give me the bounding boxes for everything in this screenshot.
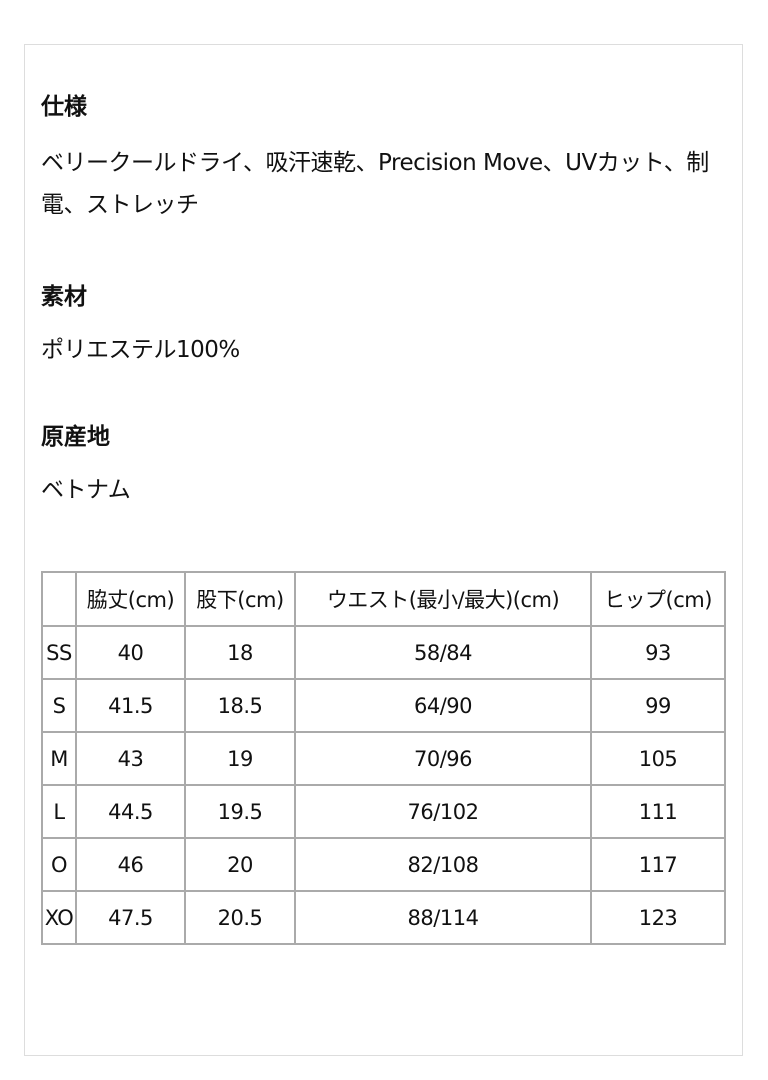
spec-heading: 仕様 [41, 94, 87, 120]
header-cell: 脇丈(cm) [75, 571, 186, 627]
table-cell: 46 [75, 837, 186, 892]
table-cell: 105 [590, 731, 726, 786]
table-cell: 44.5 [75, 784, 186, 839]
material-text: ポリエステル100% [41, 337, 240, 363]
header-cell [41, 571, 77, 627]
size-label-cell: O [41, 837, 77, 892]
size-table: 脇丈(cm) 股下(cm) ウエスト(最小/最大)(cm) ヒップ(cm) SS… [41, 571, 726, 945]
table-cell: 93 [590, 625, 726, 680]
table-cell: 19.5 [184, 784, 296, 839]
table-row: M 43 19 70/96 105 [41, 731, 726, 786]
size-label-cell: SS [41, 625, 77, 680]
table-cell: 99 [590, 678, 726, 733]
table-row: S 41.5 18.5 64/90 99 [41, 678, 726, 733]
origin-heading: 原産地 [41, 424, 110, 450]
table-cell: 18 [184, 625, 296, 680]
table-row: XO 47.5 20.5 88/114 123 [41, 890, 726, 945]
table-cell: 20 [184, 837, 296, 892]
size-label-cell: M [41, 731, 77, 786]
table-cell: 19 [184, 731, 296, 786]
table-cell: 123 [590, 890, 726, 945]
table-row: L 44.5 19.5 76/102 111 [41, 784, 726, 839]
header-cell: ウエスト(最小/最大)(cm) [294, 571, 592, 627]
size-label-cell: S [41, 678, 77, 733]
table-cell: 43 [75, 731, 186, 786]
table-cell: 40 [75, 625, 186, 680]
spec-text: ベリークールドライ、吸汗速乾、Precision Move、UVカット、制電、ス… [41, 150, 709, 218]
content-card [24, 44, 743, 1056]
table-header-row: 脇丈(cm) 股下(cm) ウエスト(最小/最大)(cm) ヒップ(cm) [41, 571, 726, 627]
table-cell: 111 [590, 784, 726, 839]
table-cell: 41.5 [75, 678, 186, 733]
material-heading: 素材 [41, 284, 87, 310]
header-cell: 股下(cm) [184, 571, 296, 627]
table-cell: 70/96 [294, 731, 592, 786]
table-cell: 82/108 [294, 837, 592, 892]
table-cell: 76/102 [294, 784, 592, 839]
table-cell: 58/84 [294, 625, 592, 680]
header-cell: ヒップ(cm) [590, 571, 726, 627]
table-row: O 46 20 82/108 117 [41, 837, 726, 892]
size-label-cell: XO [41, 890, 77, 945]
table-cell: 18.5 [184, 678, 296, 733]
table-cell: 117 [590, 837, 726, 892]
table-cell: 88/114 [294, 890, 592, 945]
table-cell: 47.5 [75, 890, 186, 945]
table-cell: 64/90 [294, 678, 592, 733]
table-row: SS 40 18 58/84 93 [41, 625, 726, 680]
size-label-cell: L [41, 784, 77, 839]
table-cell: 20.5 [184, 890, 296, 945]
origin-text: ベトナム [41, 477, 131, 503]
